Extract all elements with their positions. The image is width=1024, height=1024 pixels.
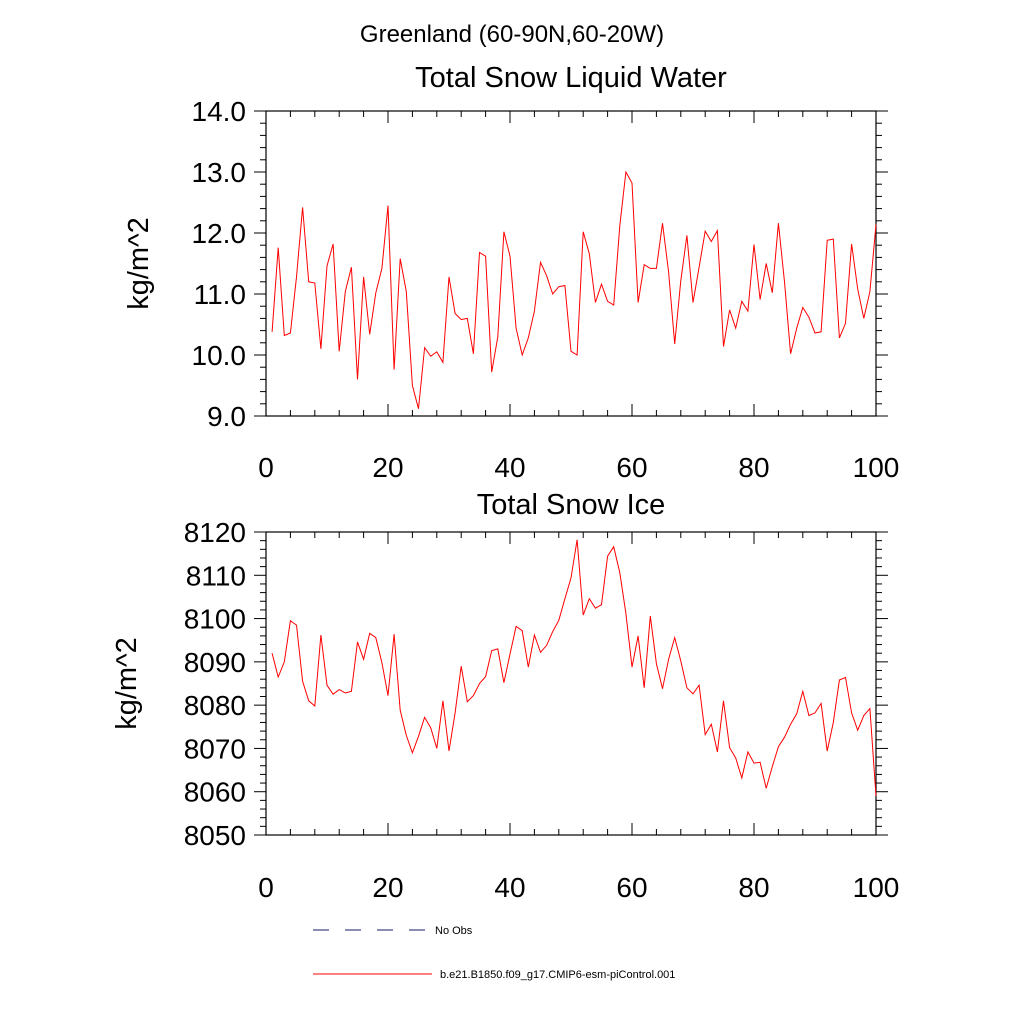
x-tick-label: 0 [258,872,274,903]
chart-title: Total Snow Liquid Water [415,62,727,94]
chart-title: Total Snow Ice [477,489,666,521]
y-axis-label: kg/m^2 [111,637,143,730]
x-tick-label: 20 [372,872,403,903]
y-tick-label: 8080 [184,690,246,721]
y-tick-label: 12.0 [192,218,247,249]
x-tick-label: 40 [494,452,525,483]
y-tick-label: 11.0 [194,279,246,310]
plot-frame [265,531,877,836]
y-tick-label: 8100 [184,604,246,635]
figure-suptitle: Greenland (60-90N,60-20W) [360,21,664,48]
y-tick-label: 8120 [184,517,246,548]
y-tick-label: 8110 [186,560,246,591]
y-tick-label: 13.0 [192,157,247,188]
series-line [271,170,877,409]
y-tick-label: 8090 [184,647,246,678]
x-tick-label: 40 [494,872,525,903]
panel-snow-ice: Total Snow Ice 0 20 40 60 80 100 8050 8060 8070 80… [111,489,899,903]
y-axis-label: kg/m^2 [123,217,155,310]
x-tick-label: 60 [616,872,647,903]
y-tick-label: 10.0 [192,340,247,371]
x-tick-label: 20 [372,452,403,483]
panel-snow-liquid-water: Total Snow Liquid Water 0 20 40 60 80 100 9.0 10… [123,62,899,483]
plot-frame [265,110,877,417]
legend-label-model-run: b.e21.B1850.f09_g17.CMIP6-esm-piControl.… [440,969,675,981]
y-tick-label: 8060 [184,777,246,808]
series-line [271,539,877,797]
x-tick-label: 100 [853,452,900,483]
legend: No Obs b.e21.B1850.f09_g17.CMIP6-esm-piC… [313,925,675,981]
x-tick-label: 80 [738,872,769,903]
x-tick-label: 0 [258,452,274,483]
y-tick-label: 8070 [184,733,246,764]
legend-label-no-obs: No Obs [435,925,473,937]
y-tick-label: 9.0 [207,401,246,432]
y-tick-label: 8050 [184,820,246,851]
y-tick-label: 14.0 [192,96,247,127]
x-tick-label: 80 [738,452,769,483]
x-tick-label: 100 [853,872,900,903]
x-tick-label: 60 [616,452,647,483]
